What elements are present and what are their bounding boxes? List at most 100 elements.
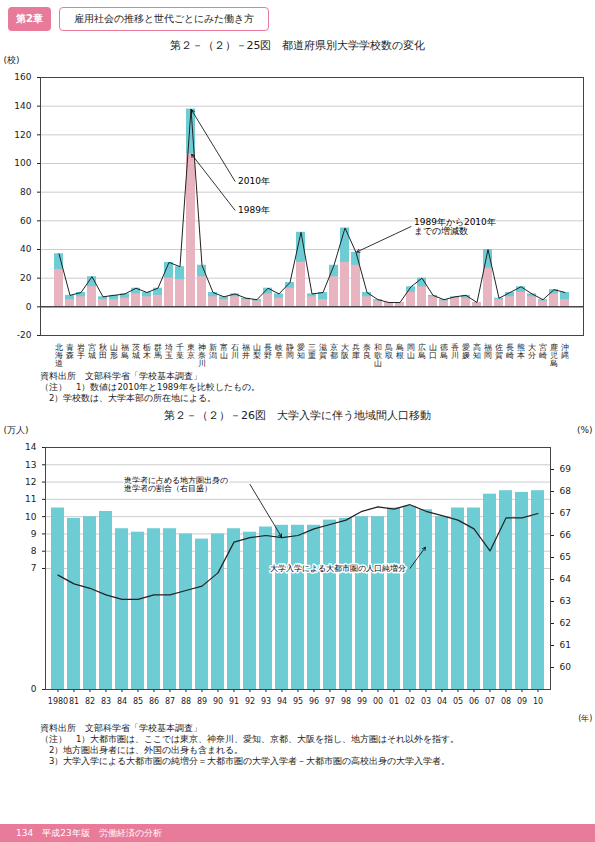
svg-text:長崎: 長崎 — [506, 343, 514, 360]
svg-text:14: 14 — [25, 442, 37, 452]
svg-text:1989年から2010年までの増減数: 1989年から2010年までの増減数 — [414, 217, 496, 236]
svg-text:石川: 石川 — [231, 343, 239, 360]
svg-text:85: 85 — [133, 697, 143, 706]
svg-text:栃木: 栃木 — [143, 343, 151, 360]
svg-text:静岡: 静岡 — [286, 343, 294, 360]
svg-text:97: 97 — [325, 697, 335, 706]
svg-text:06: 06 — [469, 697, 479, 706]
svg-text:160: 160 — [14, 72, 31, 82]
svg-text:61: 61 — [560, 640, 571, 650]
svg-text:10: 10 — [25, 512, 37, 522]
svg-text:64: 64 — [560, 574, 572, 584]
svg-text:(%): (%) — [577, 425, 593, 435]
svg-text:(校): (校) — [4, 55, 20, 65]
svg-text:2010年: 2010年 — [238, 176, 270, 186]
svg-text:87: 87 — [165, 697, 175, 706]
svg-text:60: 60 — [20, 216, 32, 226]
svg-text:鳥取: 鳥取 — [384, 343, 393, 360]
svg-text:93: 93 — [261, 697, 271, 706]
svg-text:69: 69 — [560, 464, 572, 474]
svg-text:長野: 長野 — [264, 343, 272, 360]
svg-text:佐賀: 佐賀 — [495, 343, 503, 360]
svg-text:82: 82 — [85, 697, 95, 706]
svg-text:120: 120 — [14, 130, 31, 140]
svg-text:和歌山: 和歌山 — [374, 343, 382, 368]
svg-text:7: 7 — [31, 563, 37, 573]
svg-text:三重: 三重 — [308, 343, 316, 360]
svg-text:茨城: 茨城 — [131, 343, 140, 360]
svg-text:山口: 山口 — [429, 343, 437, 360]
svg-text:熊本: 熊本 — [517, 343, 525, 360]
svg-text:13: 13 — [25, 460, 36, 470]
svg-text:00: 00 — [373, 697, 383, 706]
svg-text:1980: 1980 — [48, 697, 68, 706]
svg-text:広島: 広島 — [418, 343, 426, 360]
svg-text:08: 08 — [501, 697, 511, 706]
svg-text:(万人): (万人) — [4, 425, 29, 435]
svg-text:(年): (年) — [578, 714, 592, 723]
svg-text:03: 03 — [421, 697, 431, 706]
svg-text:62: 62 — [560, 618, 571, 628]
svg-text:滋賀: 滋賀 — [319, 343, 327, 360]
svg-text:山梨: 山梨 — [253, 343, 261, 360]
svg-text:0: 0 — [31, 684, 37, 694]
svg-text:富山: 富山 — [220, 343, 228, 360]
svg-text:秋田: 秋田 — [99, 343, 107, 360]
svg-text:進学者に占める地方圏出身の進学者の割合（右目盛）: 進学者に占める地方圏出身の進学者の割合（右目盛） — [124, 476, 228, 493]
svg-text:05: 05 — [453, 697, 463, 706]
svg-text:98: 98 — [341, 697, 351, 706]
svg-text:04: 04 — [437, 697, 447, 706]
svg-text:徳島: 徳島 — [440, 343, 448, 360]
svg-text:宮崎: 宮崎 — [539, 343, 547, 360]
svg-text:90: 90 — [213, 697, 223, 706]
svg-text:89: 89 — [197, 697, 207, 706]
svg-text:88: 88 — [181, 697, 191, 706]
svg-text:83: 83 — [101, 697, 111, 706]
svg-text:8: 8 — [31, 546, 37, 556]
svg-text:81: 81 — [69, 697, 79, 706]
svg-text:10: 10 — [533, 697, 543, 706]
svg-text:愛媛: 愛媛 — [462, 343, 470, 360]
svg-text:神奈川: 神奈川 — [198, 343, 206, 368]
svg-text:群馬: 群馬 — [153, 343, 162, 360]
svg-text:95: 95 — [293, 697, 303, 706]
svg-text:1989年: 1989年 — [238, 205, 270, 215]
svg-text:千葉: 千葉 — [176, 343, 184, 360]
svg-text:宮城: 宮城 — [87, 343, 96, 360]
svg-text:青森: 青森 — [66, 343, 74, 360]
svg-text:岐阜: 岐阜 — [275, 343, 283, 360]
svg-text:山形: 山形 — [110, 343, 118, 360]
svg-text:0: 0 — [26, 302, 32, 312]
svg-text:岡山: 岡山 — [407, 343, 415, 360]
svg-text:09: 09 — [517, 697, 527, 706]
svg-text:9: 9 — [31, 529, 37, 539]
svg-text:01: 01 — [389, 697, 399, 706]
svg-text:香川: 香川 — [451, 343, 459, 360]
svg-text:94: 94 — [277, 697, 287, 706]
svg-text:20: 20 — [20, 273, 32, 283]
svg-text:福岡: 福岡 — [484, 343, 492, 360]
svg-text:60: 60 — [560, 662, 572, 672]
svg-text:福井: 福井 — [242, 343, 250, 360]
svg-text:11: 11 — [25, 494, 36, 504]
svg-text:99: 99 — [357, 697, 367, 706]
svg-text:京都: 京都 — [330, 343, 338, 360]
svg-text:02: 02 — [405, 697, 415, 706]
svg-text:68: 68 — [560, 486, 572, 496]
svg-text:島根: 島根 — [396, 343, 404, 360]
svg-text:鹿児島: 鹿児島 — [550, 343, 558, 368]
svg-text:07: 07 — [485, 697, 495, 706]
svg-text:東京: 東京 — [187, 343, 195, 360]
svg-text:92: 92 — [245, 697, 255, 706]
svg-text:高知: 高知 — [473, 343, 481, 360]
svg-text:岩手: 岩手 — [77, 343, 85, 360]
svg-text:67: 67 — [560, 508, 571, 518]
svg-text:140: 140 — [14, 101, 31, 111]
svg-text:84: 84 — [117, 697, 127, 706]
svg-text:北海道: 北海道 — [55, 343, 63, 368]
svg-text:愛知: 愛知 — [297, 343, 305, 360]
svg-text:65: 65 — [560, 552, 571, 562]
svg-text:40: 40 — [20, 244, 32, 254]
svg-text:12: 12 — [25, 477, 36, 487]
svg-text:福島: 福島 — [121, 343, 129, 360]
